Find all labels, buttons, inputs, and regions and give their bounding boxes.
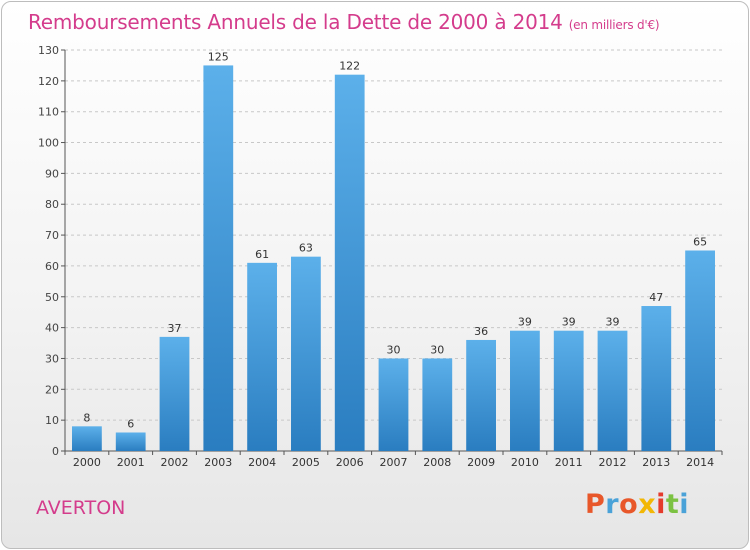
y-tick-label: 30 <box>45 352 59 365</box>
bar-2006 <box>334 74 365 451</box>
y-tick-label: 60 <box>45 260 59 273</box>
bar-2001 <box>115 432 146 451</box>
bar-2007 <box>378 358 409 451</box>
x-tick-label: 2005 <box>292 456 320 469</box>
logo-letter: r <box>605 489 620 520</box>
logo-letter: P <box>585 489 606 520</box>
logo-letter: t <box>665 489 680 520</box>
y-tick-label: 120 <box>38 75 59 88</box>
chart-subtitle: (en milliers d'€) <box>568 18 660 32</box>
y-tick-label: 130 <box>38 44 59 57</box>
logo-letter: i <box>679 489 690 520</box>
y-tick-label: 80 <box>45 198 59 211</box>
y-tick-label: 100 <box>38 137 59 150</box>
data-label: 36 <box>474 325 488 338</box>
bar-2010 <box>510 330 540 451</box>
data-label: 47 <box>649 291 663 304</box>
x-tick-label: 2002 <box>161 456 189 469</box>
bar-2009 <box>466 339 496 451</box>
y-tick-label: 0 <box>52 445 59 458</box>
y-tick-label: 70 <box>45 229 59 242</box>
data-label: 63 <box>299 242 313 255</box>
data-label: 61 <box>255 248 269 261</box>
y-tick-label: 110 <box>38 106 59 119</box>
data-label: 8 <box>83 411 90 424</box>
y-tick-label: 90 <box>45 167 59 180</box>
x-tick-label: 2006 <box>336 456 364 469</box>
proxiti-logo: Proxiti <box>585 489 689 520</box>
bar-2014 <box>685 250 715 451</box>
chart-title: Remboursements Annuels de la Dette de 20… <box>28 10 660 34</box>
x-tick-label: 2013 <box>642 456 670 469</box>
data-label: 6 <box>127 417 134 430</box>
bar-2004 <box>247 262 277 451</box>
y-tick-label: 50 <box>45 291 59 304</box>
bar-2000 <box>72 426 102 451</box>
data-label: 39 <box>606 316 620 329</box>
data-label: 39 <box>562 316 576 329</box>
bar-2003 <box>203 65 234 451</box>
logo-letter: x <box>638 489 657 520</box>
y-tick-label: 10 <box>45 414 59 427</box>
bar-2008 <box>422 358 453 451</box>
x-tick-label: 2008 <box>423 456 451 469</box>
bar-2012 <box>597 330 628 451</box>
x-tick-label: 2011 <box>555 456 583 469</box>
bar-2005 <box>291 256 321 451</box>
logo-letter: i <box>656 489 666 520</box>
bar-2002 <box>159 336 190 451</box>
x-tick-label: 2014 <box>686 456 714 469</box>
data-label: 30 <box>387 343 401 356</box>
data-label: 122 <box>339 60 360 73</box>
bar-2011 <box>553 330 584 451</box>
data-label: 39 <box>518 316 532 329</box>
data-label: 30 <box>430 343 444 356</box>
x-tick-label: 2010 <box>511 456 539 469</box>
x-tick-label: 2004 <box>248 456 276 469</box>
x-tick-label: 2001 <box>117 456 145 469</box>
x-tick-label: 2000 <box>73 456 101 469</box>
x-tick-label: 2003 <box>204 456 232 469</box>
data-label: 37 <box>168 322 182 335</box>
y-tick-label: 20 <box>45 383 59 396</box>
x-tick-label: 2007 <box>380 456 408 469</box>
logo-letter: o <box>619 489 639 520</box>
data-label: 125 <box>208 50 229 63</box>
commune-name: AVERTON <box>36 497 126 519</box>
bar-2013 <box>641 306 672 451</box>
x-tick-label: 2012 <box>599 456 627 469</box>
chart-title-text: Remboursements Annuels de la Dette de 20… <box>28 10 563 34</box>
y-tick-label: 40 <box>45 322 59 335</box>
x-tick-label: 2009 <box>467 456 495 469</box>
data-label: 65 <box>693 236 707 249</box>
